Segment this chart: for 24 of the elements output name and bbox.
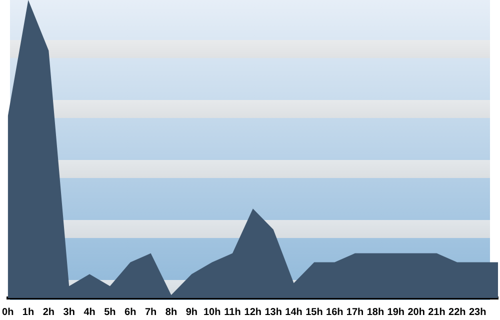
x-tick-label: 16h [326, 306, 344, 318]
x-tick-label: 6h [124, 306, 136, 318]
x-tick-label: 8h [165, 306, 178, 318]
x-tick-label: 21h [428, 306, 446, 318]
x-tick-label: 15h [306, 306, 323, 318]
x-tick-label: 19h [387, 306, 404, 318]
x-tick-label: 20h [408, 306, 425, 318]
x-tick-label: 18h [366, 306, 384, 318]
x-tick-label: 11h [224, 306, 241, 318]
x-tick-label: 9h [186, 306, 198, 318]
x-tick-label: 0h [2, 306, 14, 318]
x-tick-label: 14h [285, 306, 302, 318]
x-tick-label: 5h [104, 306, 116, 318]
x-tick-label: 3h [63, 306, 75, 318]
x-tick-label: 23h [468, 306, 486, 318]
x-tick-label: 7h [144, 306, 157, 318]
x-tick-label: 13h [264, 306, 282, 318]
x-tick-label: 12h [244, 306, 262, 318]
x-tick-label: 1h [22, 306, 34, 318]
x-tick-label: 10h [203, 306, 221, 318]
x-tick-label: 4h [84, 306, 96, 318]
x-tick-label: 2h [42, 306, 55, 318]
x-tick-label: 22h [448, 306, 466, 318]
x-tick-label: 17h [346, 306, 364, 318]
